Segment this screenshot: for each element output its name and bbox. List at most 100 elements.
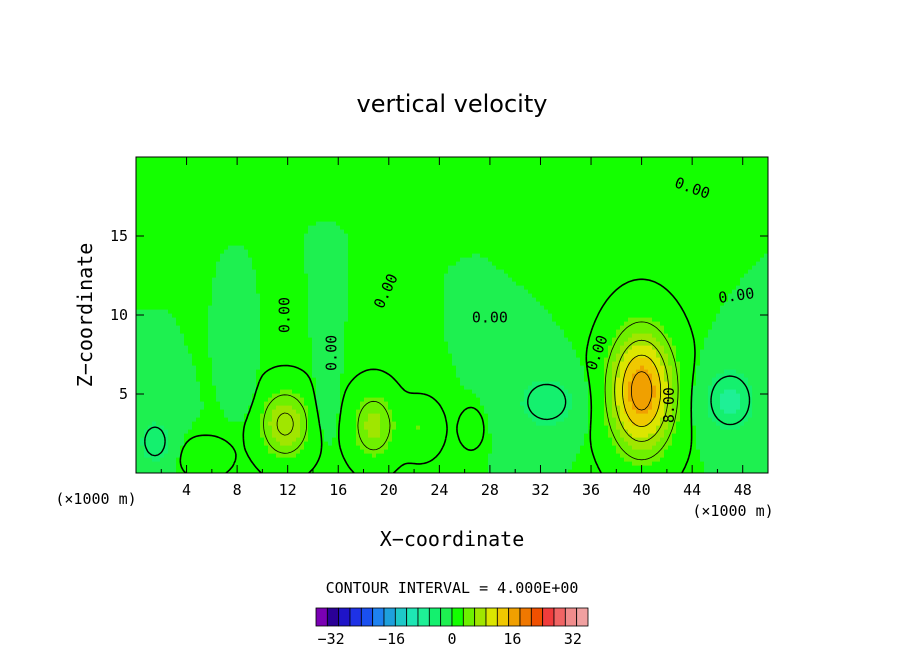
field-cell	[184, 265, 189, 270]
field-cell	[312, 265, 317, 270]
field-cell	[372, 285, 377, 290]
field-cell	[300, 273, 305, 278]
field-cell	[356, 309, 361, 314]
field-cell	[160, 385, 165, 390]
field-cell	[276, 337, 281, 342]
field-cell	[216, 373, 221, 378]
field-cell	[344, 401, 349, 406]
field-cell	[192, 449, 197, 454]
field-cell	[348, 333, 353, 338]
field-cell	[224, 173, 229, 178]
field-cell	[176, 169, 181, 174]
field-cell	[304, 169, 309, 174]
field-cell	[168, 261, 173, 266]
field-cell	[288, 313, 293, 318]
field-cell	[276, 417, 281, 422]
field-cell	[276, 277, 281, 282]
field-cell	[288, 277, 293, 282]
field-cell	[304, 465, 309, 470]
field-cell	[224, 237, 229, 242]
field-cell	[192, 189, 197, 194]
field-cell	[248, 213, 253, 218]
field-cell	[160, 265, 165, 270]
field-cell	[248, 265, 253, 270]
field-cell	[152, 161, 157, 166]
field-cell	[332, 157, 337, 162]
field-cell	[276, 317, 281, 322]
field-cell	[168, 245, 173, 250]
field-cell	[268, 373, 273, 378]
field-cell	[360, 237, 365, 242]
field-cell	[216, 273, 221, 278]
field-cell	[144, 249, 149, 254]
field-cell	[216, 185, 221, 190]
field-cell	[248, 181, 253, 186]
field-cell	[240, 437, 245, 442]
field-cell	[300, 373, 305, 378]
field-cell	[328, 301, 333, 306]
field-cell	[136, 193, 141, 198]
field-cell	[172, 413, 177, 418]
field-cell	[320, 281, 325, 286]
field-cell	[356, 217, 361, 222]
field-cell	[204, 189, 209, 194]
field-cell	[276, 261, 281, 266]
field-cell	[184, 385, 189, 390]
field-cell	[280, 453, 285, 458]
field-cell	[176, 381, 181, 386]
field-cell	[204, 157, 209, 162]
field-cell	[160, 213, 165, 218]
field-cell	[312, 189, 317, 194]
field-cell	[348, 373, 353, 378]
field-cell	[380, 257, 385, 262]
field-cell	[260, 229, 265, 234]
field-cell	[376, 373, 381, 378]
field-cell	[372, 433, 377, 438]
field-cell	[364, 305, 369, 310]
field-cell	[180, 445, 185, 450]
field-cell	[180, 249, 185, 254]
field-cell	[200, 309, 205, 314]
field-cell	[308, 389, 313, 394]
field-cell	[308, 337, 313, 342]
field-cell	[240, 377, 245, 382]
field-cell	[160, 417, 165, 422]
field-cell	[240, 261, 245, 266]
field-cell	[372, 357, 377, 362]
field-cell	[324, 201, 329, 206]
field-cell	[236, 249, 241, 254]
field-cell	[376, 357, 381, 362]
field-cell	[196, 181, 201, 186]
field-cell	[188, 389, 193, 394]
field-cell	[168, 337, 173, 342]
field-cell	[212, 401, 217, 406]
field-cell	[144, 461, 149, 466]
field-cell	[288, 357, 293, 362]
field-cell	[212, 221, 217, 226]
field-cell	[240, 213, 245, 218]
field-cell	[200, 173, 205, 178]
field-cell	[220, 461, 225, 466]
field-cell	[136, 309, 141, 314]
field-cell	[248, 461, 253, 466]
field-cell	[336, 385, 341, 390]
field-cell	[144, 277, 149, 282]
field-cell	[140, 401, 145, 406]
field-cell	[248, 245, 253, 250]
field-cell	[244, 273, 249, 278]
field-cell	[164, 461, 169, 466]
field-cell	[372, 469, 377, 473]
field-cell	[224, 257, 229, 262]
field-cell	[240, 285, 245, 290]
field-cell	[172, 461, 177, 466]
field-cell	[208, 245, 213, 250]
field-cell	[224, 273, 229, 278]
field-cell	[228, 437, 233, 442]
field-cell	[264, 469, 269, 473]
field-cell	[148, 457, 153, 462]
field-cell	[268, 441, 273, 446]
field-cell	[308, 397, 313, 402]
field-cell	[220, 337, 225, 342]
field-cell	[268, 293, 273, 298]
field-cell	[284, 429, 289, 434]
